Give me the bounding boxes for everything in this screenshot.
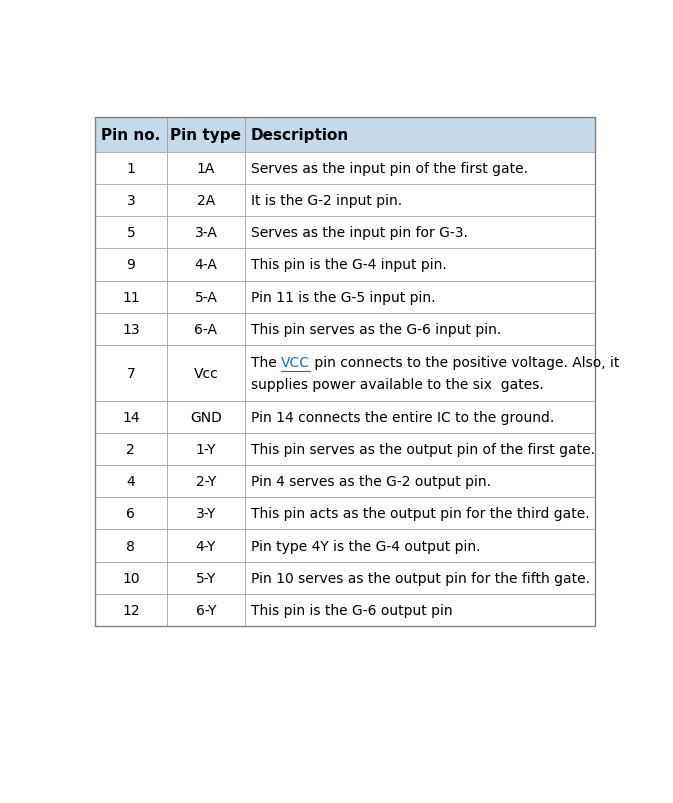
Text: Pin type 4Y is the G-4 output pin.: Pin type 4Y is the G-4 output pin. (251, 539, 481, 552)
Text: 2A: 2A (197, 194, 215, 208)
Text: Serves as the input pin for G-3.: Serves as the input pin for G-3. (251, 226, 468, 240)
Text: 13: 13 (122, 323, 140, 336)
Bar (94, 185, 167, 217)
Bar (94, 118, 595, 626)
Text: 3-A: 3-A (194, 226, 217, 240)
Bar (167, 313, 245, 345)
Bar (167, 562, 245, 594)
Bar (94, 153, 167, 185)
Text: 3-Y: 3-Y (196, 507, 216, 520)
Text: Pin type: Pin type (170, 128, 242, 143)
Bar (167, 434, 245, 466)
Text: This pin is the G-4 input pin.: This pin is the G-4 input pin. (251, 259, 447, 272)
Bar (94, 530, 167, 562)
Bar (245, 185, 595, 217)
Text: Pin no.: Pin no. (101, 128, 160, 143)
Text: 8: 8 (127, 539, 135, 552)
Bar (94, 434, 167, 466)
Bar (245, 249, 595, 281)
Text: 10: 10 (122, 571, 140, 585)
Text: This pin serves as the G-6 input pin.: This pin serves as the G-6 input pin. (251, 323, 501, 336)
Text: This pin serves as the output pin of the first gate.: This pin serves as the output pin of the… (251, 442, 595, 456)
Text: 7: 7 (127, 366, 135, 381)
Text: This pin is the G-6 output pin: This pin is the G-6 output pin (251, 603, 453, 618)
Text: Pin 14 connects the entire IC to the ground.: Pin 14 connects the entire IC to the gro… (251, 410, 555, 424)
Text: 1-Y: 1-Y (196, 442, 216, 456)
Text: It is the G-2 input pin.: It is the G-2 input pin. (251, 194, 402, 208)
Bar (167, 217, 245, 249)
Bar (94, 466, 167, 498)
Bar (167, 281, 245, 313)
Bar (245, 217, 595, 249)
Text: pin connects to the positive voltage. Also, it: pin connects to the positive voltage. Al… (310, 355, 620, 369)
Text: 11: 11 (122, 291, 140, 304)
Text: 6: 6 (127, 507, 135, 520)
Bar (245, 498, 595, 530)
Bar (245, 562, 595, 594)
Text: 1: 1 (127, 161, 135, 176)
Text: This pin acts as the output pin for the third gate.: This pin acts as the output pin for the … (251, 507, 590, 520)
Text: Description: Description (251, 128, 349, 143)
Bar (94, 594, 167, 626)
Bar (94, 217, 167, 249)
Bar (167, 153, 245, 185)
Bar (94, 498, 167, 530)
Text: Pin 11 is the G-5 input pin.: Pin 11 is the G-5 input pin. (251, 291, 435, 304)
Text: 12: 12 (122, 603, 140, 618)
Text: 6-Y: 6-Y (196, 603, 216, 618)
Bar (167, 530, 245, 562)
Text: Serves as the input pin of the first gate.: Serves as the input pin of the first gat… (251, 161, 528, 176)
Bar (245, 153, 595, 185)
Text: 4-Y: 4-Y (196, 539, 216, 552)
Bar (94, 249, 167, 281)
Text: Pin 10 serves as the output pin for the fifth gate.: Pin 10 serves as the output pin for the … (251, 571, 590, 585)
Bar (167, 118, 245, 153)
Bar (167, 249, 245, 281)
Text: 2-Y: 2-Y (196, 475, 216, 488)
Bar (245, 118, 595, 153)
Bar (245, 594, 595, 626)
Text: 1A: 1A (197, 161, 215, 176)
Bar (167, 466, 245, 498)
Text: Pin 4 serves as the G-2 output pin.: Pin 4 serves as the G-2 output pin. (251, 475, 491, 488)
Text: 14: 14 (122, 410, 140, 424)
Bar (94, 118, 167, 153)
Bar (167, 498, 245, 530)
Bar (245, 466, 595, 498)
Text: 2: 2 (127, 442, 135, 456)
Bar (94, 313, 167, 345)
Text: Vcc: Vcc (194, 366, 218, 381)
Text: VCC: VCC (281, 355, 310, 369)
Bar (245, 434, 595, 466)
Text: 9: 9 (127, 259, 135, 272)
Bar (94, 345, 167, 402)
Text: 5-A: 5-A (194, 291, 217, 304)
Text: 5-Y: 5-Y (196, 571, 216, 585)
Bar (94, 402, 167, 434)
Bar (245, 402, 595, 434)
Text: 6-A: 6-A (194, 323, 217, 336)
Bar (94, 562, 167, 594)
Bar (245, 345, 595, 402)
Text: supplies power available to the six  gates.: supplies power available to the six gate… (251, 377, 544, 392)
Bar (245, 313, 595, 345)
Bar (167, 594, 245, 626)
Bar (167, 185, 245, 217)
Bar (167, 402, 245, 434)
Text: GND: GND (190, 410, 222, 424)
Text: 5: 5 (127, 226, 135, 240)
Bar (167, 345, 245, 402)
Bar (94, 281, 167, 313)
Text: 4-A: 4-A (194, 259, 217, 272)
Bar (245, 530, 595, 562)
Text: 4: 4 (127, 475, 135, 488)
Text: 3: 3 (127, 194, 135, 208)
Bar (245, 281, 595, 313)
Text: The: The (251, 355, 281, 369)
